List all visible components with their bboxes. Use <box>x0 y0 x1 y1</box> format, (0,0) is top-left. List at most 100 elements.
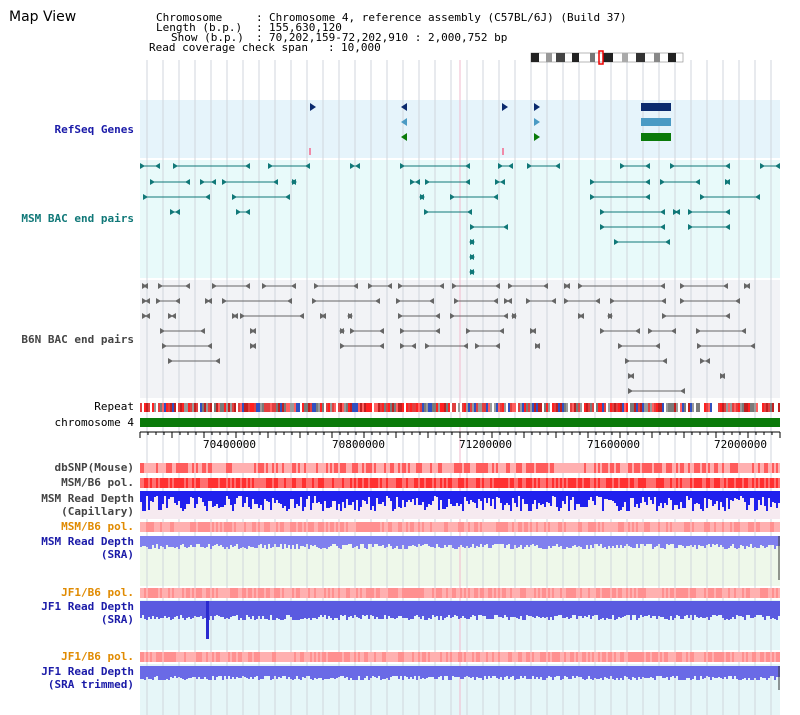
msm-capillary-depth <box>516 491 518 507</box>
dbsnp-track <box>574 463 576 473</box>
msm-b6-pol-track <box>760 478 762 488</box>
track-label-msm-depth-sra[interactable]: MSM Read Depth <box>41 535 134 548</box>
msm-sra-depth <box>648 536 650 544</box>
b6n-bac-pair <box>222 298 227 304</box>
jf1-b6-pol-track <box>188 588 190 598</box>
jf1-sra-depth <box>194 601 196 616</box>
dbsnp-track <box>314 463 316 473</box>
msm-b6-pol-track-2 <box>666 522 668 532</box>
msm-b6-pol-track <box>630 478 632 488</box>
msm-b6-pol-track <box>688 478 690 488</box>
msm-capillary-depth <box>148 491 150 510</box>
jf1-b6-pol-track <box>436 588 438 598</box>
repeat-segment <box>662 403 664 412</box>
msm-sra-depth <box>462 536 464 547</box>
msm-b6-pol-track-2 <box>502 522 504 532</box>
jf1-b6-pol-track-2 <box>328 652 330 662</box>
repeat-segment <box>432 403 434 412</box>
axis-tick-label: 71600000 <box>587 438 640 451</box>
jf1-trim-depth <box>362 666 364 680</box>
jf1-b6-pol-track-2 <box>726 652 728 662</box>
jf1-b6-pol-track <box>316 588 318 598</box>
msm-b6-pol-track-2 <box>500 522 502 532</box>
jf1-trim-depth <box>322 666 324 680</box>
track-label-jf1-b6-pol-2[interactable]: JF1/B6 pol. <box>61 650 134 663</box>
msm-sra-depth <box>340 536 342 549</box>
dbsnp-track <box>388 463 390 473</box>
dbsnp-track <box>770 463 772 473</box>
msm-b6-pol-track-2 <box>194 522 196 532</box>
jf1-sra-depth <box>524 601 526 620</box>
msm-sra-depth <box>576 536 578 547</box>
msm-b6-pol-track <box>418 478 420 488</box>
track-label-dbsnp[interactable]: dbSNP(Mouse) <box>54 461 134 474</box>
jf1-b6-pol-track-2 <box>768 652 770 662</box>
track-label-msm-b6-pol-2[interactable]: MSM/B6 pol. <box>61 520 134 533</box>
msm-capillary-depth <box>644 491 646 502</box>
repeat-segment <box>242 403 244 412</box>
msm-sra-depth <box>672 536 674 544</box>
jf1-b6-pol-track <box>534 588 536 598</box>
jf1-trim-depth <box>338 666 340 677</box>
msm-b6-pol-track-2 <box>148 522 150 532</box>
dbsnp-track <box>182 463 184 473</box>
jf1-b6-pol-track-2 <box>578 652 580 662</box>
msm-capillary-depth <box>280 491 282 504</box>
jf1-b6-pol-track <box>370 588 372 598</box>
msm-b6-pol-track-2 <box>404 522 406 532</box>
msm-b6-pol-track <box>438 478 440 488</box>
msm-capillary-depth <box>268 491 270 502</box>
b6n-bac-pair <box>526 298 531 304</box>
msm-capillary-depth <box>498 491 500 498</box>
track-label-msm-b6-pol-1[interactable]: MSM/B6 pol. <box>61 476 134 489</box>
msm-sra-depth <box>660 536 662 548</box>
track-label-jf1-depth-trim[interactable]: JF1 Read Depth <box>41 665 134 678</box>
jf1-sra-depth <box>412 601 414 619</box>
msm-b6-pol-track <box>224 478 226 488</box>
jf1-b6-pol-track-2 <box>292 652 294 662</box>
msm-sra-depth <box>388 536 390 544</box>
msm-sra-depth <box>514 536 516 545</box>
msm-b6-pol-track-2 <box>578 522 580 532</box>
jf1-trim-depth <box>300 666 302 680</box>
jf1-trim-depth <box>266 666 268 676</box>
msm-capillary-depth <box>730 491 732 500</box>
jf1-b6-pol-track <box>176 588 178 598</box>
msm-sra-depth <box>476 536 478 546</box>
repeat-segment <box>572 403 574 412</box>
jf1-b6-pol-track <box>458 588 460 598</box>
dbsnp-track <box>238 463 240 473</box>
dbsnp-track <box>448 463 450 473</box>
jf1-trim-depth <box>314 666 316 678</box>
msm-sra-depth <box>360 536 362 544</box>
msm-b6-pol-track-2 <box>572 522 574 532</box>
jf1-sra-depth <box>352 601 354 618</box>
track-label-b6n-bac[interactable]: B6N BAC end pairs <box>21 333 134 346</box>
msm-capillary-depth <box>732 491 734 501</box>
track-label-msm-depth-cap[interactable]: MSM Read Depth <box>41 492 134 505</box>
msm-b6-pol-track-2 <box>314 522 316 532</box>
track-label-jf1-depth-sra[interactable]: JF1 Read Depth <box>41 600 134 613</box>
msm-sra-depth <box>662 536 664 548</box>
track-label-msm-bac[interactable]: MSM BAC end pairs <box>21 212 134 225</box>
dbsnp-track <box>292 463 294 473</box>
msm-b6-pol-track <box>696 478 698 488</box>
msm-b6-pol-track-2 <box>730 522 732 532</box>
repeat-segment <box>626 403 628 412</box>
msm-sra-depth <box>486 536 488 544</box>
jf1-b6-pol-track-2 <box>164 652 166 662</box>
jf1-b6-pol-track <box>510 588 512 598</box>
track-label-refseq[interactable]: RefSeq Genes <box>54 123 134 136</box>
msm-capillary-depth <box>712 491 714 506</box>
msm-b6-pol-track-2 <box>290 522 292 532</box>
dbsnp-track <box>306 463 308 473</box>
jf1-b6-pol-track-2 <box>490 652 492 662</box>
jf1-trim-depth <box>746 666 748 680</box>
jf1-b6-pol-track-2 <box>662 652 664 662</box>
track-label-jf1-b6-pol-1[interactable]: JF1/B6 pol. <box>61 586 134 599</box>
repeat-segment <box>668 403 670 412</box>
msm-sra-depth <box>746 536 748 546</box>
axis-tick-label: 70800000 <box>332 438 385 451</box>
jf1-b6-pol-track <box>366 588 368 598</box>
